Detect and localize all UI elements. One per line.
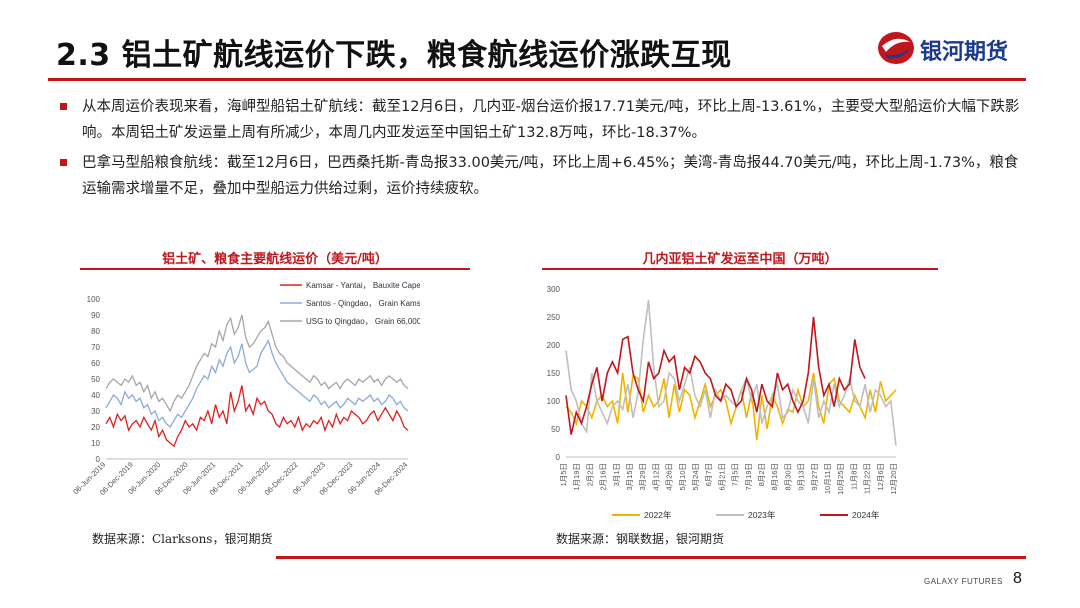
freight-rate-chart: 010203040506070809010006-Jun-201906-Dec-… bbox=[71, 281, 420, 497]
y-tick-label: 200 bbox=[547, 341, 561, 350]
x-tick-label: 5月24日 bbox=[691, 463, 700, 491]
x-tick-label: 9月27日 bbox=[810, 463, 819, 491]
page-title: 2.3 铝土矿航线运价下跌，粮食航线运价涨跌互现 bbox=[56, 38, 732, 73]
y-tick-label: 300 bbox=[547, 285, 561, 294]
shipment-chart: 0 50 100 150 200 250 300 1月5日 1月19日 2月2日 2月16日 3月1日… bbox=[547, 285, 898, 520]
y-tick-label: 250 bbox=[547, 313, 561, 322]
title-underline bbox=[48, 78, 1026, 81]
x-tick-label: 8月16日 bbox=[770, 463, 779, 491]
y-tick-label: 40 bbox=[91, 391, 100, 400]
x-tick-label: 7月19日 bbox=[744, 463, 753, 491]
chart-source-freight: 数据来源：Clarksons，银河期货 bbox=[92, 532, 273, 546]
footer-brand: GALAXY FUTURES bbox=[924, 577, 1003, 586]
chart-title-freight: 铝土矿、粮食主要航线运价（美元/吨） bbox=[162, 252, 388, 267]
x-tick-label: 4月26日 bbox=[665, 463, 674, 491]
galaxy-logo-icon bbox=[878, 32, 914, 64]
brand-name: 银河期货 bbox=[920, 40, 1009, 65]
y-tick-label: 60 bbox=[91, 359, 100, 368]
y-tick-label: 80 bbox=[91, 327, 100, 336]
bullet-item: 巴拿马型船粮食航线：截至12月6日，巴西桑托斯-青岛报33.00美元/吨，环比上… bbox=[60, 150, 1030, 202]
legend-label: 2024年 bbox=[852, 510, 880, 520]
series-line bbox=[105, 385, 409, 448]
legend-label: 2022年 bbox=[644, 510, 672, 520]
x-tick-label: 8月30日 bbox=[783, 463, 792, 491]
bullet-text: 巴拿马型船粮食航线：截至12月6日，巴西桑托斯-青岛报33.00美元/吨，环比上… bbox=[82, 155, 1019, 197]
y-tick-label: 0 bbox=[96, 455, 101, 464]
bullet-text: 从本周运价表现来看，海岬型船铝土矿航线：截至12月6日，几内亚-烟台运价报17.… bbox=[82, 99, 1020, 141]
chart-title-shipment: 几内亚铝土矿发运至中国（万吨） bbox=[642, 252, 838, 267]
page-number: 8 bbox=[1013, 570, 1022, 587]
x-tick-label: 11月22日 bbox=[863, 463, 872, 494]
x-tick-label: 7月5日 bbox=[731, 463, 740, 486]
y-tick-label: 150 bbox=[547, 369, 561, 378]
series-line bbox=[565, 372, 897, 441]
x-tick-label: 12月20日 bbox=[889, 463, 898, 495]
x-tick-label: 2月2日 bbox=[585, 463, 594, 486]
x-tick-label: 3月1日 bbox=[612, 463, 621, 486]
y-tick-label: 100 bbox=[547, 397, 561, 406]
legend-label: USG to Qingdao， Grain 66,000t bbox=[306, 317, 420, 326]
legend-label: Kamsar - Yantai， Bauxite Cape bbox=[306, 281, 420, 290]
bullet-item: 从本周运价表现来看，海岬型船铝土矿航线：截至12月6日，几内亚-烟台运价报17.… bbox=[60, 94, 1030, 146]
legend-label: Santos - Qingdao， Grain Kamsarmax bbox=[306, 299, 420, 308]
x-tick-label: 3月15日 bbox=[625, 463, 634, 491]
chart-title-rule bbox=[542, 268, 938, 270]
chart-source-shipment: 数据来源：钢联数据，银河期货 bbox=[556, 532, 725, 546]
x-tick-label: 6月7日 bbox=[704, 463, 713, 486]
bullet-square-icon bbox=[60, 159, 67, 166]
x-tick-label: 8月2日 bbox=[757, 463, 766, 486]
x-tick-label: 9月13日 bbox=[797, 463, 806, 491]
y-tick-label: 90 bbox=[91, 311, 100, 320]
series-line bbox=[105, 314, 409, 413]
y-tick-label: 100 bbox=[87, 295, 101, 304]
series-line bbox=[565, 316, 866, 435]
series-line bbox=[565, 300, 897, 446]
x-tick-label: 3月29日 bbox=[638, 463, 647, 491]
footer-rule bbox=[276, 556, 1026, 559]
x-tick-label: 6月21日 bbox=[717, 463, 726, 491]
x-tick-label: 11月8日 bbox=[849, 463, 858, 490]
bullet-list: 从本周运价表现来看，海岬型船铝土矿航线：截至12月6日，几内亚-烟台运价报17.… bbox=[60, 94, 1030, 206]
x-tick-label: 1月5日 bbox=[559, 463, 568, 486]
x-tick-label: 4月12日 bbox=[651, 463, 660, 491]
y-tick-label: 30 bbox=[91, 407, 100, 416]
y-tick-label: 70 bbox=[91, 343, 100, 352]
series-line bbox=[105, 338, 409, 428]
y-tick-label: 50 bbox=[551, 425, 560, 434]
chart-title-rule bbox=[80, 268, 470, 270]
x-tick-label: 2月16日 bbox=[599, 463, 608, 491]
legend-label: 2023年 bbox=[748, 510, 776, 520]
x-tick-label: 10月11日 bbox=[823, 463, 832, 494]
x-tick-label: 5月10日 bbox=[678, 463, 687, 491]
y-tick-label: 50 bbox=[91, 375, 100, 384]
y-tick-label: 0 bbox=[556, 453, 561, 462]
x-tick-label: 1月19日 bbox=[572, 463, 581, 491]
y-tick-label: 10 bbox=[91, 439, 100, 448]
x-tick-label: 12月6日 bbox=[876, 463, 885, 491]
y-tick-label: 20 bbox=[91, 423, 100, 432]
x-tick-label: 10月25日 bbox=[836, 463, 845, 495]
bullet-square-icon bbox=[60, 103, 67, 110]
